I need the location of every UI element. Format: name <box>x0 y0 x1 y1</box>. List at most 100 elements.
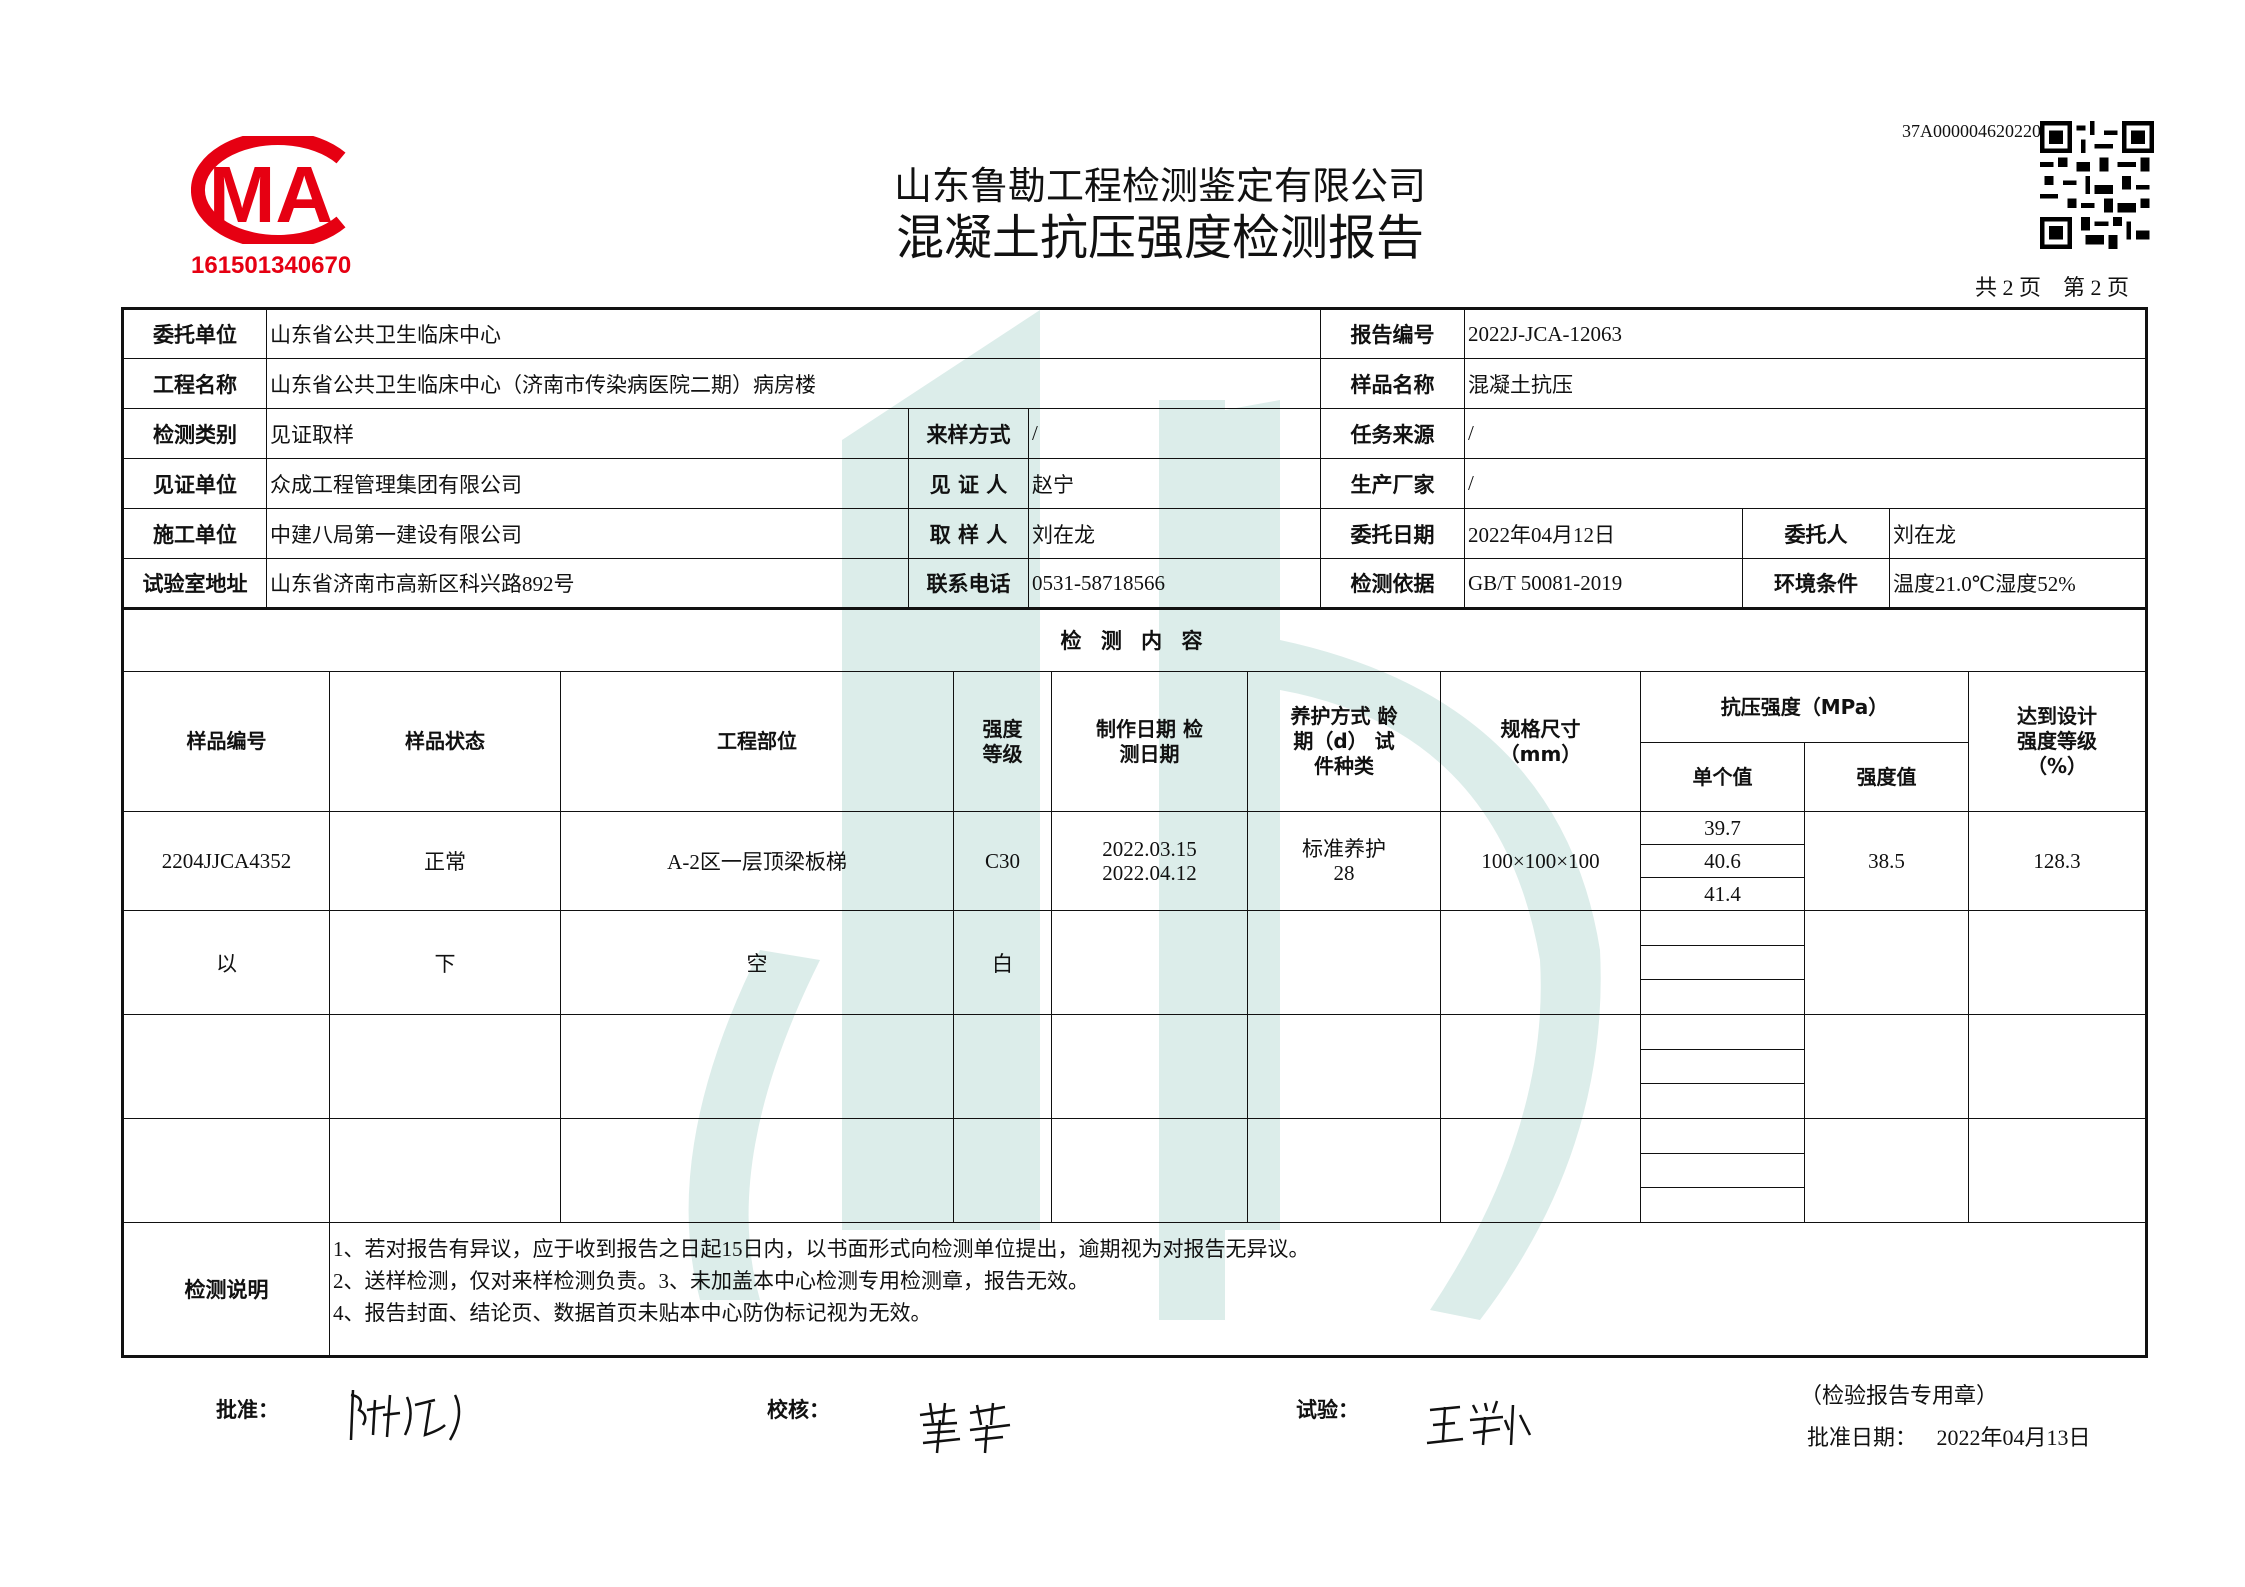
sample-no: 2204JJCA4352 <box>122 811 330 911</box>
notes-label: 检测说明 <box>122 1222 330 1357</box>
size: 100×100×100 <box>1440 811 1641 911</box>
approve-date-label: 批准日期： <box>1807 1425 1918 1450</box>
info-row: 委托单位 山东省公共卫生临床中心 报告编号 2022J-JCA-12063 <box>122 308 2147 359</box>
client-label: 委托单位 <box>122 308 267 359</box>
col-single: 单个值 <box>1640 742 1805 812</box>
qr-code <box>2040 121 2154 249</box>
contractor-label: 施工单位 <box>122 508 267 559</box>
approve-date: 批准日期： 2022年04月13日 <box>1807 1420 2091 1452</box>
strength-value: 38.5 <box>1804 811 1969 911</box>
info-row: 工程名称 山东省公共卫生临床中心（济南市传染病医院二期）病房楼 样品名称 混凝土… <box>122 358 2147 409</box>
company-name: 山东鲁勘工程检测鉴定有限公司 <box>893 164 1426 208</box>
info-table: 委托单位 山东省公共卫生临床中心 报告编号 2022J-JCA-12063 工程… <box>121 307 2148 610</box>
table-row-blank: 以 下 空 白 <box>122 910 2147 1015</box>
col-grade: 强度等级 <box>953 671 1052 812</box>
note-line: 1、若对报告有异议，应于收到报告之日起15日内，以书面形式向检测单位提出，逾期视… <box>333 1237 1310 1261</box>
project-label: 工程名称 <box>122 358 267 409</box>
test-type-value: 见证取样 <box>266 408 909 459</box>
phone-label: 联系电话 <box>908 558 1029 609</box>
sample-name-label: 样品名称 <box>1320 358 1465 409</box>
phone-value: 0531-58718566 <box>1028 558 1321 609</box>
col-size: 规格尺寸 （mm） <box>1440 671 1641 812</box>
section-title: 检 测 内 容 <box>122 608 2147 672</box>
col-sample-no: 样品编号 <box>122 671 330 812</box>
design-pct: 128.3 <box>1968 811 2147 911</box>
reviewer-signature <box>919 1402 1011 1454</box>
tester-signature <box>1426 1400 1532 1446</box>
contractor-value: 中建八局第一建设有限公司 <box>266 508 909 559</box>
entruster-label: 委托人 <box>1742 508 1890 559</box>
standard-label: 检测依据 <box>1320 558 1465 609</box>
col-curing: 养护方式 龄期（d） 试件种类 <box>1247 671 1441 812</box>
make-date: 2022.03.15 <box>1102 837 1197 861</box>
col-design-pct: 达到设计 强度等级 （%） <box>1968 671 2147 812</box>
table-row-blank <box>122 1118 2147 1223</box>
manufacturer-value: / <box>1464 458 2147 509</box>
manufacturer-label: 生产厂家 <box>1320 458 1465 509</box>
sample-name-value: 混凝土抗压 <box>1464 358 2147 409</box>
entruster-value: 刘在龙 <box>1889 508 2147 559</box>
sampler-label: 取 样 人 <box>908 508 1029 559</box>
entrust-date-label: 委托日期 <box>1320 508 1465 559</box>
col-strength: 抗压强度（MPa） <box>1640 671 1969 743</box>
standard-value: GB/T 50081-2019 <box>1464 558 1743 609</box>
blank-marker: 白 <box>953 910 1052 1015</box>
lab-address-label: 试验室地址 <box>122 558 267 609</box>
test-label: 试验： <box>1296 1398 1359 1422</box>
curing: 标准养护 28 <box>1247 811 1441 911</box>
task-source-value: / <box>1464 408 2147 459</box>
table-row-blank <box>122 1014 2147 1119</box>
sampling-method-label: 来样方式 <box>908 408 1029 459</box>
info-row: 施工单位 中建八局第一建设有限公司 取 样 人 刘在龙 委托日期 2022年04… <box>122 508 2147 559</box>
note-line: 4、报告封面、结论页、数据首页未贴本中心防伪标记视为无效。 <box>333 1301 932 1325</box>
witness-label: 见 证 人 <box>908 458 1029 509</box>
stamp-note: （检验报告专用章） <box>1800 1383 1999 1408</box>
review-label: 校核： <box>767 1398 830 1422</box>
blank-marker: 以 <box>122 910 330 1015</box>
col-dates: 制作日期 检测日期 <box>1051 671 1248 812</box>
entrust-date-value: 2022年04月12日 <box>1464 508 1743 559</box>
single-value: 41.4 <box>1640 877 1805 911</box>
blank-marker: 空 <box>560 910 954 1015</box>
sample-state: 正常 <box>329 811 561 911</box>
dates: 2022.03.15 2022.04.12 <box>1051 811 1248 911</box>
approve-date-value: 2022年04月13日 <box>1936 1425 2091 1450</box>
page-info: 共 2 页 第 2 页 <box>1975 275 2130 300</box>
report-no-value: 2022J-JCA-12063 <box>1464 308 2147 359</box>
witness-value: 赵宁 <box>1028 458 1321 509</box>
info-row: 见证单位 众成工程管理集团有限公司 见 证 人 赵宁 生产厂家 / <box>122 458 2147 509</box>
sampler-value: 刘在龙 <box>1028 508 1321 559</box>
task-source-label: 任务来源 <box>1320 408 1465 459</box>
witness-unit-label: 见证单位 <box>122 458 267 509</box>
report-no-label: 报告编号 <box>1320 308 1465 359</box>
project-value: 山东省公共卫生临床中心（济南市传染病医院二期）病房楼 <box>266 358 1321 409</box>
svg-text:MA: MA <box>209 150 333 239</box>
single-value: 39.7 <box>1640 811 1805 845</box>
lab-address-value: 山东省济南市高新区科兴路892号 <box>266 558 909 609</box>
single-value: 40.6 <box>1640 844 1805 878</box>
approve-label: 批准： <box>216 1398 279 1422</box>
test-type-label: 检测类别 <box>122 408 267 459</box>
test-date: 2022.04.12 <box>1102 861 1197 885</box>
info-row: 检测类别 见证取样 来样方式 / 任务来源 / <box>122 408 2147 459</box>
col-sample-state: 样品状态 <box>329 671 561 812</box>
curing-method: 标准养护 <box>1302 837 1386 861</box>
blank-marker: 下 <box>329 910 561 1015</box>
detection-table: 检 测 内 容 样品编号 样品状态 工程部位 强度等级 制作日期 检测日期 养护… <box>121 608 2148 1358</box>
witness-unit-value: 众成工程管理集团有限公司 <box>266 458 909 509</box>
cma-logo: MA <box>190 131 363 249</box>
age-days: 28 <box>1333 861 1355 885</box>
table-row: 2204JJCA4352 正常 A-2区一层顶梁板梯 C30 2022.03.1… <box>122 811 2147 911</box>
note-line: 2、送样检测，仅对来样检测负责。3、未加盖本中心检测专用检测章，报告无效。 <box>333 1269 1089 1293</box>
approver-signature <box>349 1389 461 1441</box>
env-value: 温度21.0℃湿度52% <box>1889 558 2147 609</box>
col-location: 工程部位 <box>560 671 954 812</box>
info-row: 试验室地址 山东省济南市高新区科兴路892号 联系电话 0531-5871856… <box>122 558 2147 609</box>
notes-row: 检测说明 1、若对报告有异议，应于收到报告之日起15日内，以书面形式向检测单位提… <box>122 1222 2148 1357</box>
sampling-method-value: / <box>1028 408 1321 459</box>
col-strength-value: 强度值 <box>1804 742 1969 812</box>
report-title: 混凝土抗压强度检测报告 <box>895 210 1424 266</box>
location: A-2区一层顶梁板梯 <box>560 811 954 911</box>
env-label: 环境条件 <box>1742 558 1890 609</box>
cma-number: 161501340670 <box>191 252 352 279</box>
